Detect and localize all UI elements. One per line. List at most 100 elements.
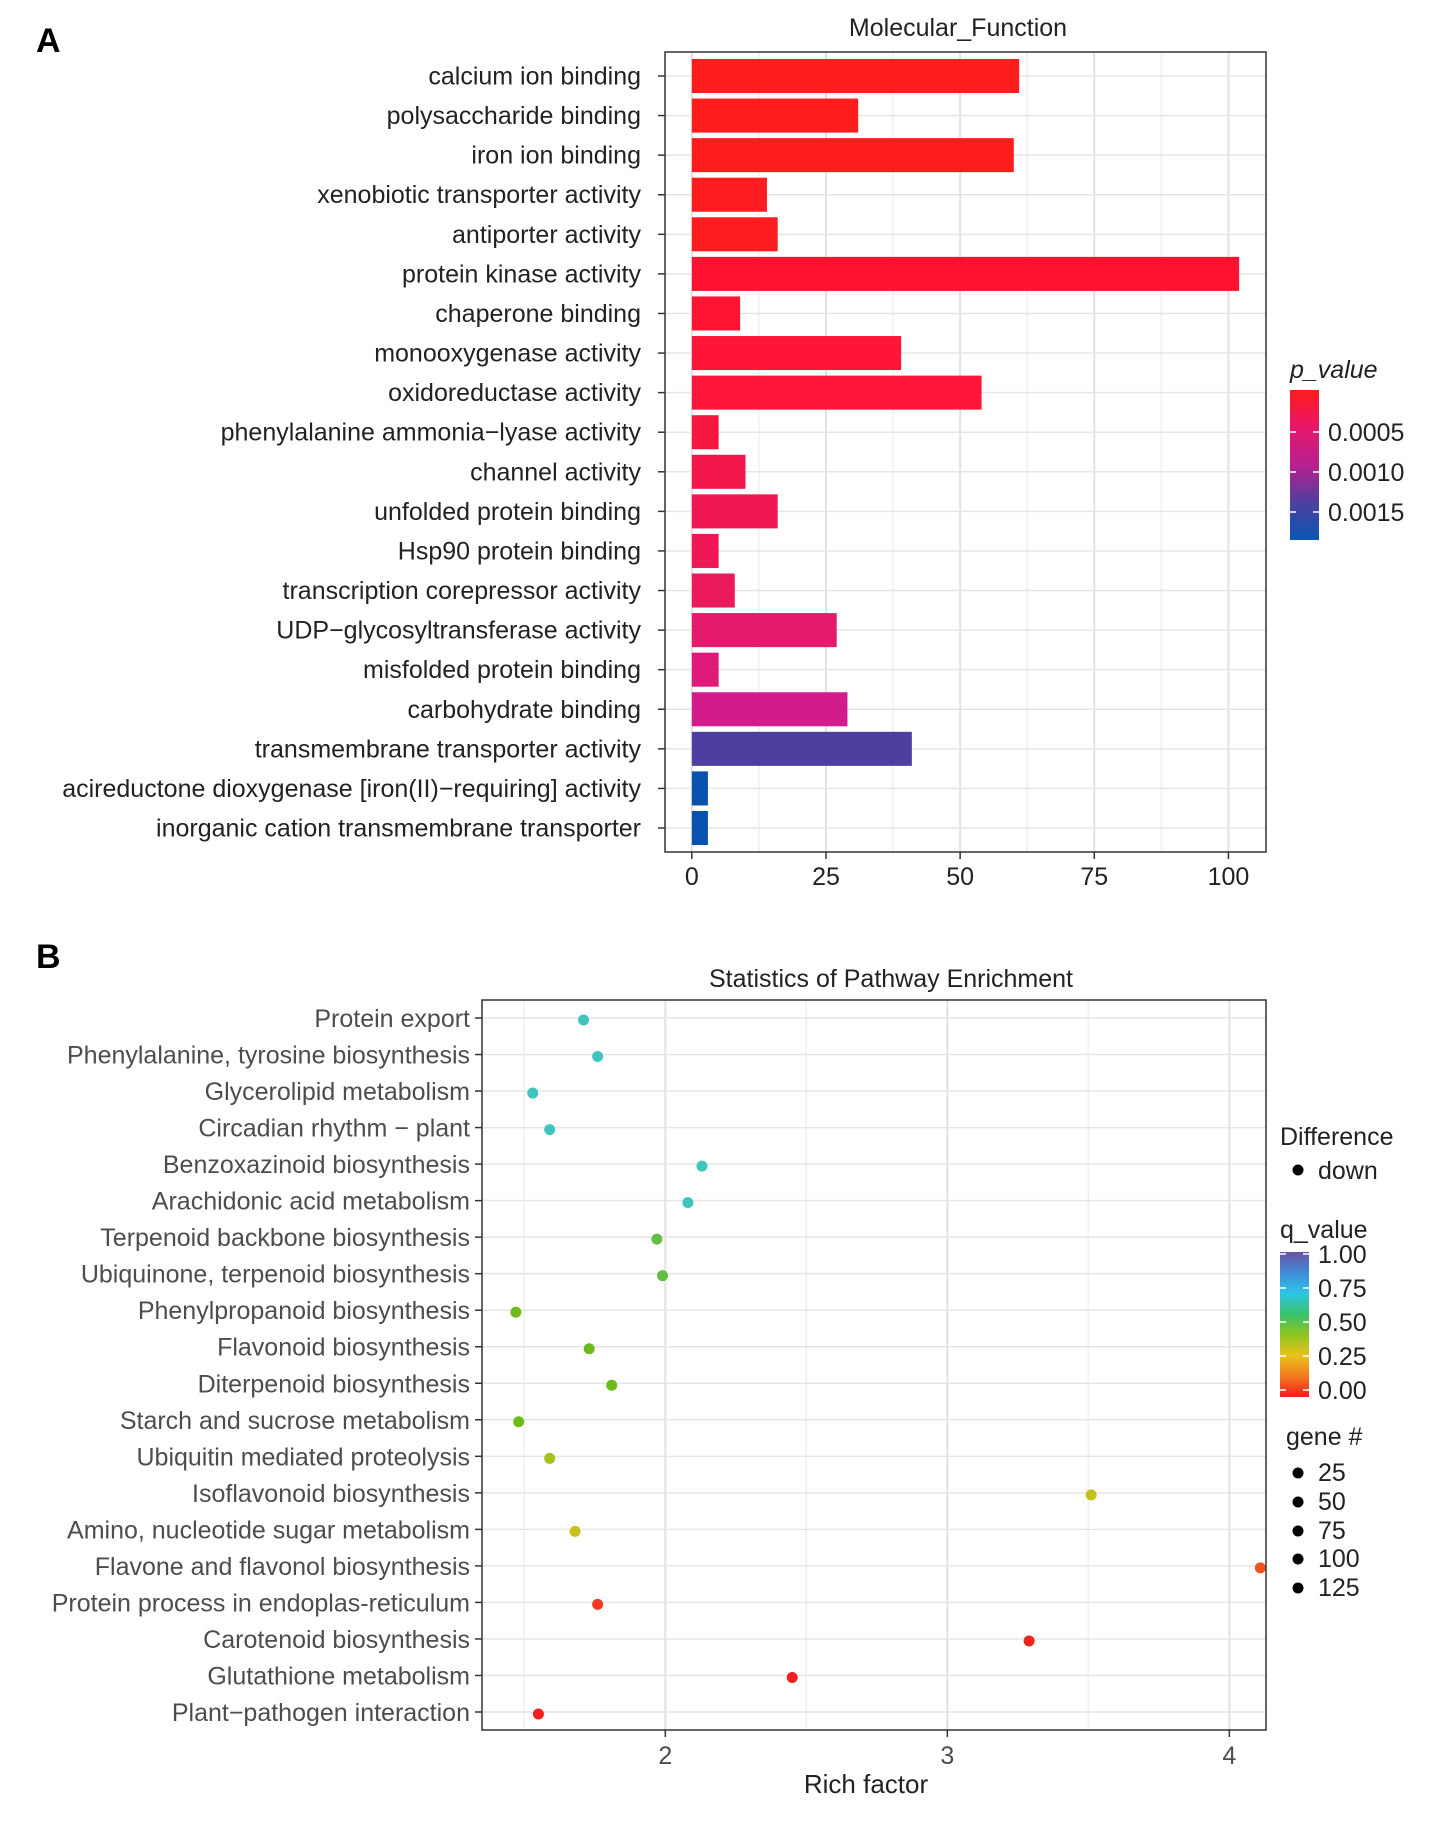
- pathway-label: Flavonoid biosynthesis: [217, 1334, 470, 1362]
- bar: [691, 771, 708, 806]
- x-tick-label: 0: [685, 863, 699, 891]
- q-value-legend-tick-label: 0.50: [1318, 1309, 1367, 1337]
- x-tick-label: 50: [946, 863, 974, 891]
- bar: [691, 810, 708, 846]
- category-label: phenylalanine ammonia−lyase activity: [221, 419, 642, 447]
- q-value-legend-title: q_value: [1280, 1216, 1368, 1244]
- point: [544, 1124, 556, 1136]
- pathway-label: Circadian rhythm − plant: [198, 1115, 470, 1143]
- category-label: channel activity: [470, 458, 641, 486]
- point: [651, 1233, 663, 1245]
- category-label: monooxygenase activity: [374, 340, 641, 368]
- category-label: unfolded protein binding: [374, 498, 641, 526]
- q-value-legend-tick-label: 0.25: [1318, 1343, 1367, 1371]
- gene-count-legend-title: gene #: [1286, 1423, 1363, 1451]
- point: [583, 1343, 595, 1355]
- point: [1023, 1635, 1035, 1647]
- point: [569, 1525, 581, 1537]
- panel-a-bars: [691, 58, 1240, 846]
- category-label: UDP−glycosyltransferase activity: [276, 617, 641, 645]
- panel-b-legend: Difference down q_value 1.00 0.75 0.50 0.25…: [1280, 1123, 1394, 1602]
- category-label: antiporter activity: [452, 221, 641, 249]
- category-label: calcium ion binding: [428, 63, 641, 91]
- point: [532, 1708, 544, 1720]
- panel-b-points: [510, 1014, 1266, 1720]
- category-label: inorganic cation transmembrane transport…: [156, 815, 641, 843]
- bar: [691, 731, 912, 766]
- bar: [691, 336, 902, 371]
- point: [696, 1160, 708, 1172]
- panel-a-plot-border: [664, 51, 1267, 853]
- gene-count-legend-label: 75: [1318, 1517, 1346, 1545]
- panel-a: A Molecular_Function calcium ion binding…: [36, 14, 1404, 891]
- category-label: xenobiotic transporter activity: [317, 181, 641, 209]
- gene-count-legend-dot: [1292, 1467, 1304, 1479]
- difference-legend-dot: [1292, 1164, 1304, 1176]
- gene-count-legend-label: 50: [1318, 1488, 1346, 1516]
- bar: [691, 256, 1240, 291]
- point: [592, 1598, 604, 1610]
- category-label: Hsp90 protein binding: [398, 537, 641, 565]
- point: [656, 1270, 668, 1282]
- bar: [691, 98, 859, 133]
- p-value-colorbar: [1290, 390, 1319, 540]
- point: [1254, 1562, 1266, 1574]
- p-value-legend-tick-label: 0.0005: [1328, 419, 1404, 447]
- bar: [691, 533, 719, 568]
- x-tick-label: 25: [812, 863, 840, 891]
- x-tick-label: 100: [1208, 863, 1250, 891]
- point: [513, 1416, 525, 1428]
- pathway-label: Ubiquitin mediated proteolysis: [136, 1443, 470, 1471]
- panel-b-title: Statistics of Pathway Enrichment: [709, 965, 1073, 993]
- panel-b-x-ticks: 2 3 4: [658, 1730, 1236, 1770]
- category-label: transmembrane transporter activity: [255, 735, 642, 763]
- panel-b-x-axis-label: Rich factor: [804, 1769, 929, 1799]
- category-label: acireductone dioxygenase [iron(II)−requi…: [62, 775, 641, 803]
- point: [527, 1087, 539, 1099]
- pathway-label: Phenylpropanoid biosynthesis: [138, 1297, 470, 1325]
- panel-b-plot-border: [481, 999, 1267, 1731]
- gene-count-legend-dot: [1292, 1525, 1304, 1537]
- point: [544, 1452, 556, 1464]
- point: [786, 1671, 798, 1683]
- bar: [691, 177, 767, 212]
- panel-b-category-labels: Protein export Phenylalanine, tyrosine bi…: [52, 1005, 482, 1727]
- pathway-label: Glycerolipid metabolism: [205, 1078, 470, 1106]
- pathway-label: Starch and sucrose metabolism: [120, 1407, 470, 1435]
- bar: [691, 652, 719, 687]
- pathway-label: Isoflavonoid biosynthesis: [192, 1480, 470, 1508]
- p-value-legend-tick-label: 0.0010: [1328, 459, 1404, 487]
- x-tick-label: 4: [1222, 1742, 1236, 1770]
- gene-count-legend-label: 100: [1318, 1545, 1360, 1573]
- pathway-label: Terpenoid backbone biosynthesis: [100, 1224, 470, 1252]
- gene-count-legend-label: 125: [1318, 1574, 1360, 1602]
- gene-count-legend-dot: [1292, 1496, 1304, 1508]
- difference-legend-title: Difference: [1280, 1123, 1394, 1151]
- category-label: carbohydrate binding: [408, 696, 642, 724]
- bar: [691, 138, 1014, 173]
- panel-a-title: Molecular_Function: [849, 14, 1067, 42]
- p-value-legend-title: p_value: [1289, 356, 1378, 384]
- category-label: iron ion binding: [471, 142, 641, 170]
- bar: [691, 573, 735, 608]
- pathway-label: Protein process in endoplas-reticulum: [52, 1589, 470, 1617]
- pathway-label: Protein export: [314, 1005, 470, 1033]
- point: [592, 1051, 604, 1063]
- pathway-label: Arachidonic acid metabolism: [152, 1188, 470, 1216]
- pathway-label: Carotenoid biosynthesis: [203, 1626, 470, 1654]
- category-label: transcription corepressor activity: [283, 577, 642, 605]
- bar: [691, 613, 837, 648]
- q-value-colorbar: [1280, 1252, 1309, 1397]
- gene-count-legend-label: 25: [1318, 1459, 1346, 1487]
- point: [578, 1014, 590, 1026]
- panel-b-label: B: [36, 938, 61, 976]
- bar: [691, 217, 778, 252]
- category-label: oxidoreductase activity: [388, 379, 641, 407]
- category-label: protein kinase activity: [402, 260, 642, 288]
- x-tick-label: 75: [1080, 863, 1108, 891]
- point: [606, 1379, 618, 1391]
- point: [1085, 1489, 1097, 1501]
- pathway-label: Benzoxazinoid biosynthesis: [163, 1151, 470, 1179]
- panel-b-plot-background: [482, 1000, 1266, 1730]
